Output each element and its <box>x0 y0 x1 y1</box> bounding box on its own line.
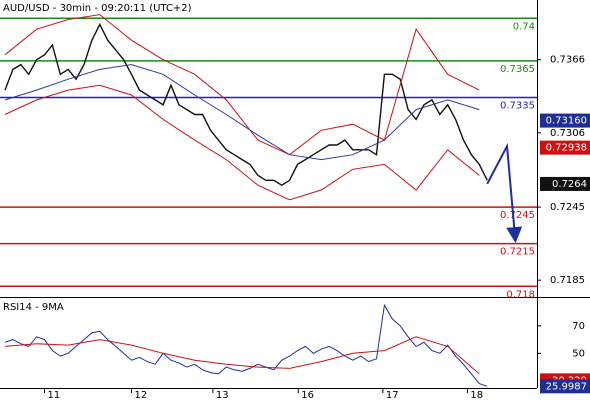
y-tick-label: 50 <box>572 348 585 359</box>
series-line <box>4 303 488 387</box>
series-line <box>4 22 488 187</box>
level-label: 0.7335 <box>500 100 535 111</box>
price-tag-label: 0.72938 <box>546 143 587 154</box>
price-tag <box>540 176 590 191</box>
x-tick-label: 13 <box>216 390 229 400</box>
x-tick-label: 11 <box>48 390 61 400</box>
price-tag-label: 0.73160 <box>546 116 587 127</box>
chart-title: AUD/USD - 30min - 09:20:11 (UTC+2) <box>3 3 192 14</box>
y-tick-label: 70 <box>572 321 585 332</box>
y-tick-label: 0.7366 <box>550 55 585 66</box>
x-tick-label: 16 <box>301 390 314 400</box>
price-tag <box>540 113 590 128</box>
x-tick-label: 12 <box>134 390 147 400</box>
panel-title: RSI14 - 9MA <box>3 302 64 313</box>
y-tick-label: 0.7245 <box>550 202 585 213</box>
x-tick-label: 17 <box>386 390 399 400</box>
series-line <box>4 64 480 161</box>
x-tick-label: 18 <box>470 390 483 400</box>
price-tag-label: 25.9987 <box>546 381 587 392</box>
level-label: 0.7215 <box>500 247 535 258</box>
level-label: 0.74 <box>513 21 535 32</box>
series-line <box>4 84 480 201</box>
series-line <box>4 14 480 156</box>
price-tag-label: 0.7264 <box>552 179 587 190</box>
level-label: 0.7365 <box>500 64 535 75</box>
price-tag <box>540 140 590 155</box>
series-line <box>486 142 523 244</box>
level-label: 0.7245 <box>500 210 535 221</box>
y-tick-label: 0.7306 <box>550 128 585 139</box>
series-line <box>4 336 480 375</box>
price-tag <box>540 379 590 394</box>
level-label: 0.718 <box>506 289 535 300</box>
y-tick-label: 0.7185 <box>550 275 585 286</box>
